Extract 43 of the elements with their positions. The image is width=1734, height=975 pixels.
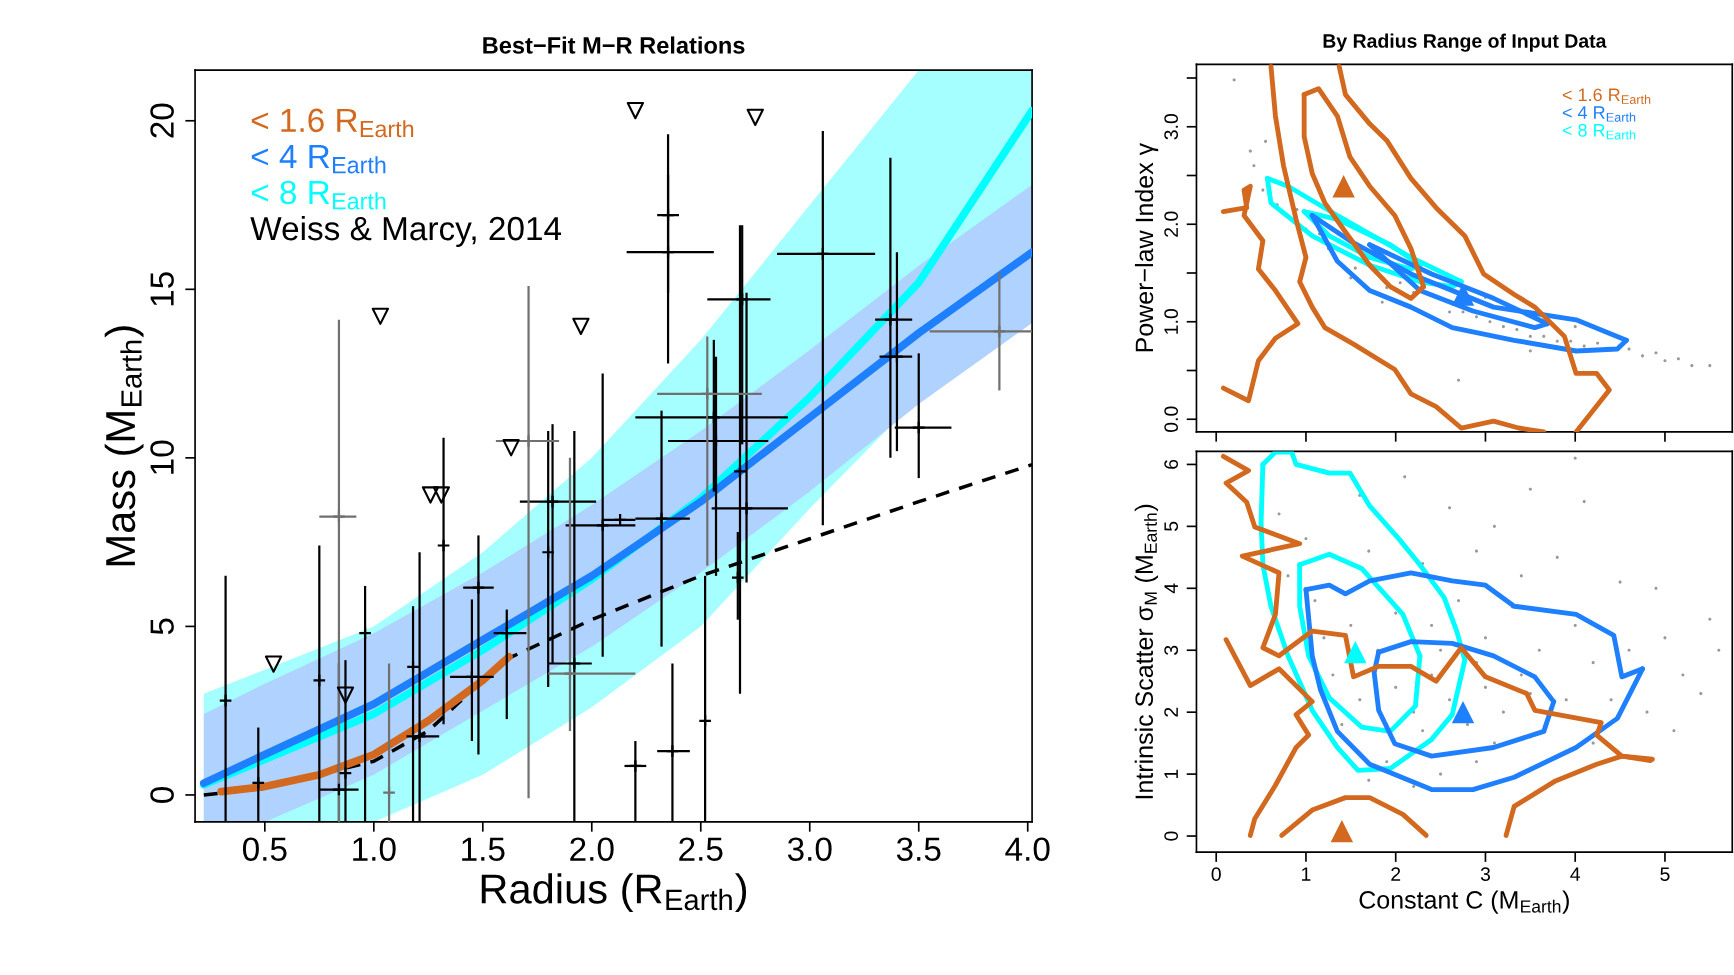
y-tick-label: 3 xyxy=(1164,645,1179,655)
y-tick-label: 2 xyxy=(1164,707,1178,717)
y-tick-label: 20 xyxy=(150,103,174,138)
x-tick-label: 2.5 xyxy=(679,837,723,861)
x-tick-label: 2.0 xyxy=(570,837,614,861)
chart-title: Best−Fit M−R Relations xyxy=(483,36,745,54)
y-tick-label: 1.0 xyxy=(1164,308,1179,334)
y-tick-label: 15 xyxy=(150,272,174,306)
y-tick-label: 0.0 xyxy=(1164,406,1179,432)
x-tick-label: 0.5 xyxy=(242,837,287,861)
x-tick-label: 1.0 xyxy=(353,837,396,861)
text: < 4 R$_{Earth}$ xyxy=(251,144,386,174)
x-tick-label: 3.0 xyxy=(787,837,832,861)
y-tick-label: 10 xyxy=(150,440,174,474)
y-tick-label: 5 xyxy=(1164,521,1179,531)
text: < 8 R$_{Earth}$ xyxy=(1562,123,1636,140)
y-tick-label: 2.0 xyxy=(1164,211,1179,237)
y-axis-title: Mass (M$_{Earth}$) xyxy=(104,326,144,566)
chart-title: By Radius Range of Input Data xyxy=(1323,33,1607,52)
text: < 4 R$_{Earth}$ xyxy=(1562,106,1636,122)
x-tick-label: 4.0 xyxy=(1005,837,1050,861)
text: < 1.6 R$_{Earth}$ xyxy=(1562,88,1651,104)
y-tick-label: 1 xyxy=(1164,769,1178,779)
x-tick-label: 1 xyxy=(1302,867,1311,881)
x-tick-label: 3.5 xyxy=(896,837,941,861)
x-axis-title: Constant C (M$_{Earth}$) xyxy=(1359,890,1569,914)
y-tick-label: 4 xyxy=(1164,583,1178,594)
x-tick-label: 3 xyxy=(1480,867,1491,882)
x-tick-label: 0 xyxy=(1211,867,1221,882)
y-axis-title: Power−law Index γ xyxy=(1134,142,1159,352)
x-axis-title: Radius (R$_{Earth}$) xyxy=(481,873,747,912)
x-tick-label: 4 xyxy=(1570,867,1581,881)
x-tick-label: 5 xyxy=(1660,867,1670,882)
y-axis-title: Intrinsic Scatter σ$_{M}$ (M$_{Earth}$) xyxy=(1134,504,1158,799)
x-tick-label: 1.5 xyxy=(462,837,505,861)
text: < 1.6 R$_{Earth}$ xyxy=(251,108,414,138)
y-tick-label: 3.0 xyxy=(1164,113,1179,140)
y-tick-label: 6 xyxy=(1164,459,1179,469)
y-tick-label: 0 xyxy=(150,786,174,803)
x-tick-label: 2 xyxy=(1391,867,1401,881)
y-tick-label: 5 xyxy=(150,618,174,635)
text: < 8 R$_{Earth}$ xyxy=(251,180,386,210)
text: Weiss & Marcy, 2014 xyxy=(250,215,562,248)
